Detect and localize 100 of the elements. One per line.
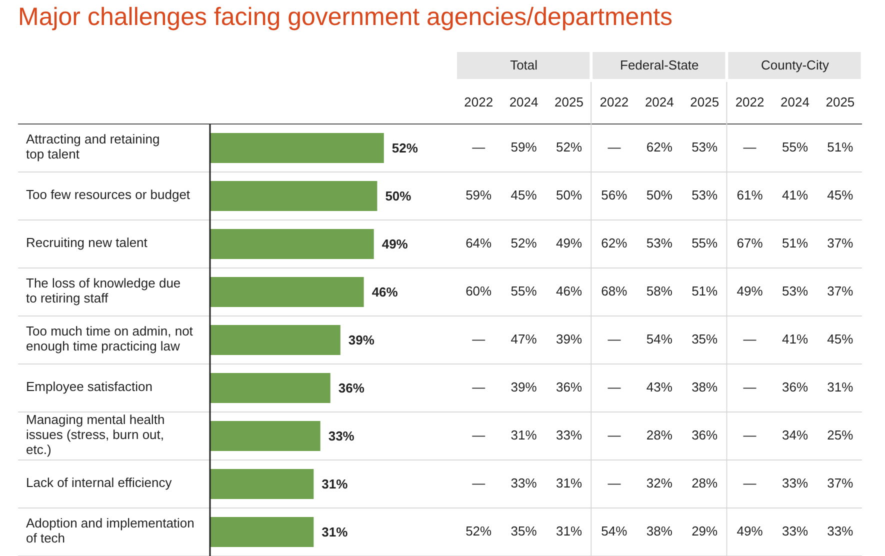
data-label: 46% [372, 284, 398, 300]
data-label: 50% [646, 187, 673, 202]
data-label: 55% [510, 283, 538, 298]
data-label: 54% [646, 331, 673, 346]
data-label: 52% [466, 523, 492, 538]
data-label: 39% [556, 331, 582, 346]
data-label: 37% [827, 235, 854, 250]
data-label: 36% [692, 427, 718, 442]
data-label: 31% [322, 524, 348, 540]
data-label: 58% [646, 283, 673, 298]
data-label: 37% [827, 283, 854, 298]
data-label: 49% [382, 236, 408, 252]
data-label: 33% [556, 427, 582, 442]
data-label: 52% [392, 140, 418, 156]
data-label: 28% [692, 475, 718, 490]
data-label: 41% [782, 187, 808, 202]
data-label: 31% [556, 523, 582, 538]
x-tick-label: 2024 [509, 94, 538, 110]
text: — [472, 331, 486, 346]
y-tick-label: Too much time on admin, not enough time practicing law [26, 324, 194, 354]
data-label: 60% [466, 283, 492, 298]
text: — [608, 427, 621, 442]
data-label: 33% [782, 523, 808, 538]
data-label: 31% [827, 379, 854, 394]
data-label: 31% [556, 475, 582, 490]
data-label: 45% [827, 331, 854, 346]
data-label: 33% [827, 523, 854, 538]
chart-title: Major challenges facing government agencies/departments [18, 3, 673, 32]
data-label: 38% [692, 379, 718, 394]
text: — [743, 427, 756, 442]
data-label: 41% [782, 331, 808, 346]
text: — [472, 475, 486, 490]
data-label: 39% [348, 332, 375, 348]
data-label: 39% [510, 379, 538, 394]
bar [210, 517, 314, 547]
y-tick-label: Lack of internal efficiency [26, 475, 172, 490]
data-label: 52% [510, 235, 538, 250]
data-label: 53% [782, 283, 808, 298]
data-label: 32% [646, 475, 673, 490]
x-tick-label: 2024 [780, 94, 810, 110]
data-label: 31% [510, 427, 538, 442]
data-label: 31% [322, 476, 348, 492]
data-label: 54% [601, 523, 628, 538]
data-label: 51% [782, 235, 808, 250]
data-label: 37% [827, 475, 854, 490]
data-label: 46% [556, 283, 582, 298]
data-label: 35% [692, 331, 718, 346]
data-label: 55% [782, 139, 808, 154]
text: Federal-State [620, 57, 699, 72]
x-tick-label: 2024 [644, 94, 674, 110]
data-label: 45% [827, 187, 854, 202]
x-tick-label: 2025 [690, 94, 720, 110]
data-label: 33% [782, 475, 808, 490]
y-tick-label: Adoption and implementation of tech [26, 516, 194, 546]
bar [210, 133, 384, 163]
text: — [472, 139, 486, 154]
y-tick-label: Attracting and retaining top talent [26, 132, 160, 162]
y-tick-label: Too few resources or budget [26, 187, 190, 202]
data-label: 49% [736, 283, 764, 298]
data-label: 55% [692, 235, 718, 250]
data-label: 53% [692, 187, 718, 202]
text: — [743, 139, 756, 154]
data-label: 53% [646, 235, 673, 250]
data-label: 45% [510, 187, 538, 202]
text: — [608, 331, 621, 346]
data-label: 59% [466, 187, 492, 202]
data-label: 36% [338, 380, 365, 396]
data-label: 64% [466, 235, 492, 250]
data-label: 47% [510, 331, 538, 346]
data-label: 62% [601, 235, 628, 250]
text: Total [510, 57, 538, 72]
bar [210, 373, 330, 403]
text: — [608, 139, 621, 154]
data-label: 33% [328, 428, 355, 444]
bar [210, 421, 320, 451]
data-label: 51% [827, 139, 854, 154]
bar [210, 229, 374, 259]
data-label: 50% [385, 188, 412, 204]
x-tick-label: 2025 [826, 94, 855, 110]
text: — [743, 475, 756, 490]
text: — [608, 475, 621, 490]
bar [210, 181, 378, 211]
y-tick-label: The loss of knowledge due to retiring staff [26, 276, 181, 306]
data-label: 51% [692, 283, 718, 298]
data-label: 33% [510, 475, 538, 490]
text: — [743, 379, 756, 394]
text: — [472, 379, 486, 394]
x-tick-label: 2022 [735, 94, 764, 110]
data-label: 68% [601, 283, 628, 298]
y-tick-label: Managing mental health issues (stress, burn out, etc.) [26, 412, 165, 458]
data-label: 50% [556, 187, 582, 202]
data-label: 29% [692, 523, 718, 538]
x-tick-label: 2022 [464, 94, 494, 110]
data-label: 62% [646, 139, 673, 154]
x-tick-label: 2025 [554, 94, 584, 110]
data-label: 38% [646, 523, 673, 538]
text: — [608, 379, 621, 394]
data-label: 49% [736, 523, 764, 538]
data-label: 67% [736, 235, 764, 250]
y-tick-label: Employee satisfaction [26, 379, 152, 394]
